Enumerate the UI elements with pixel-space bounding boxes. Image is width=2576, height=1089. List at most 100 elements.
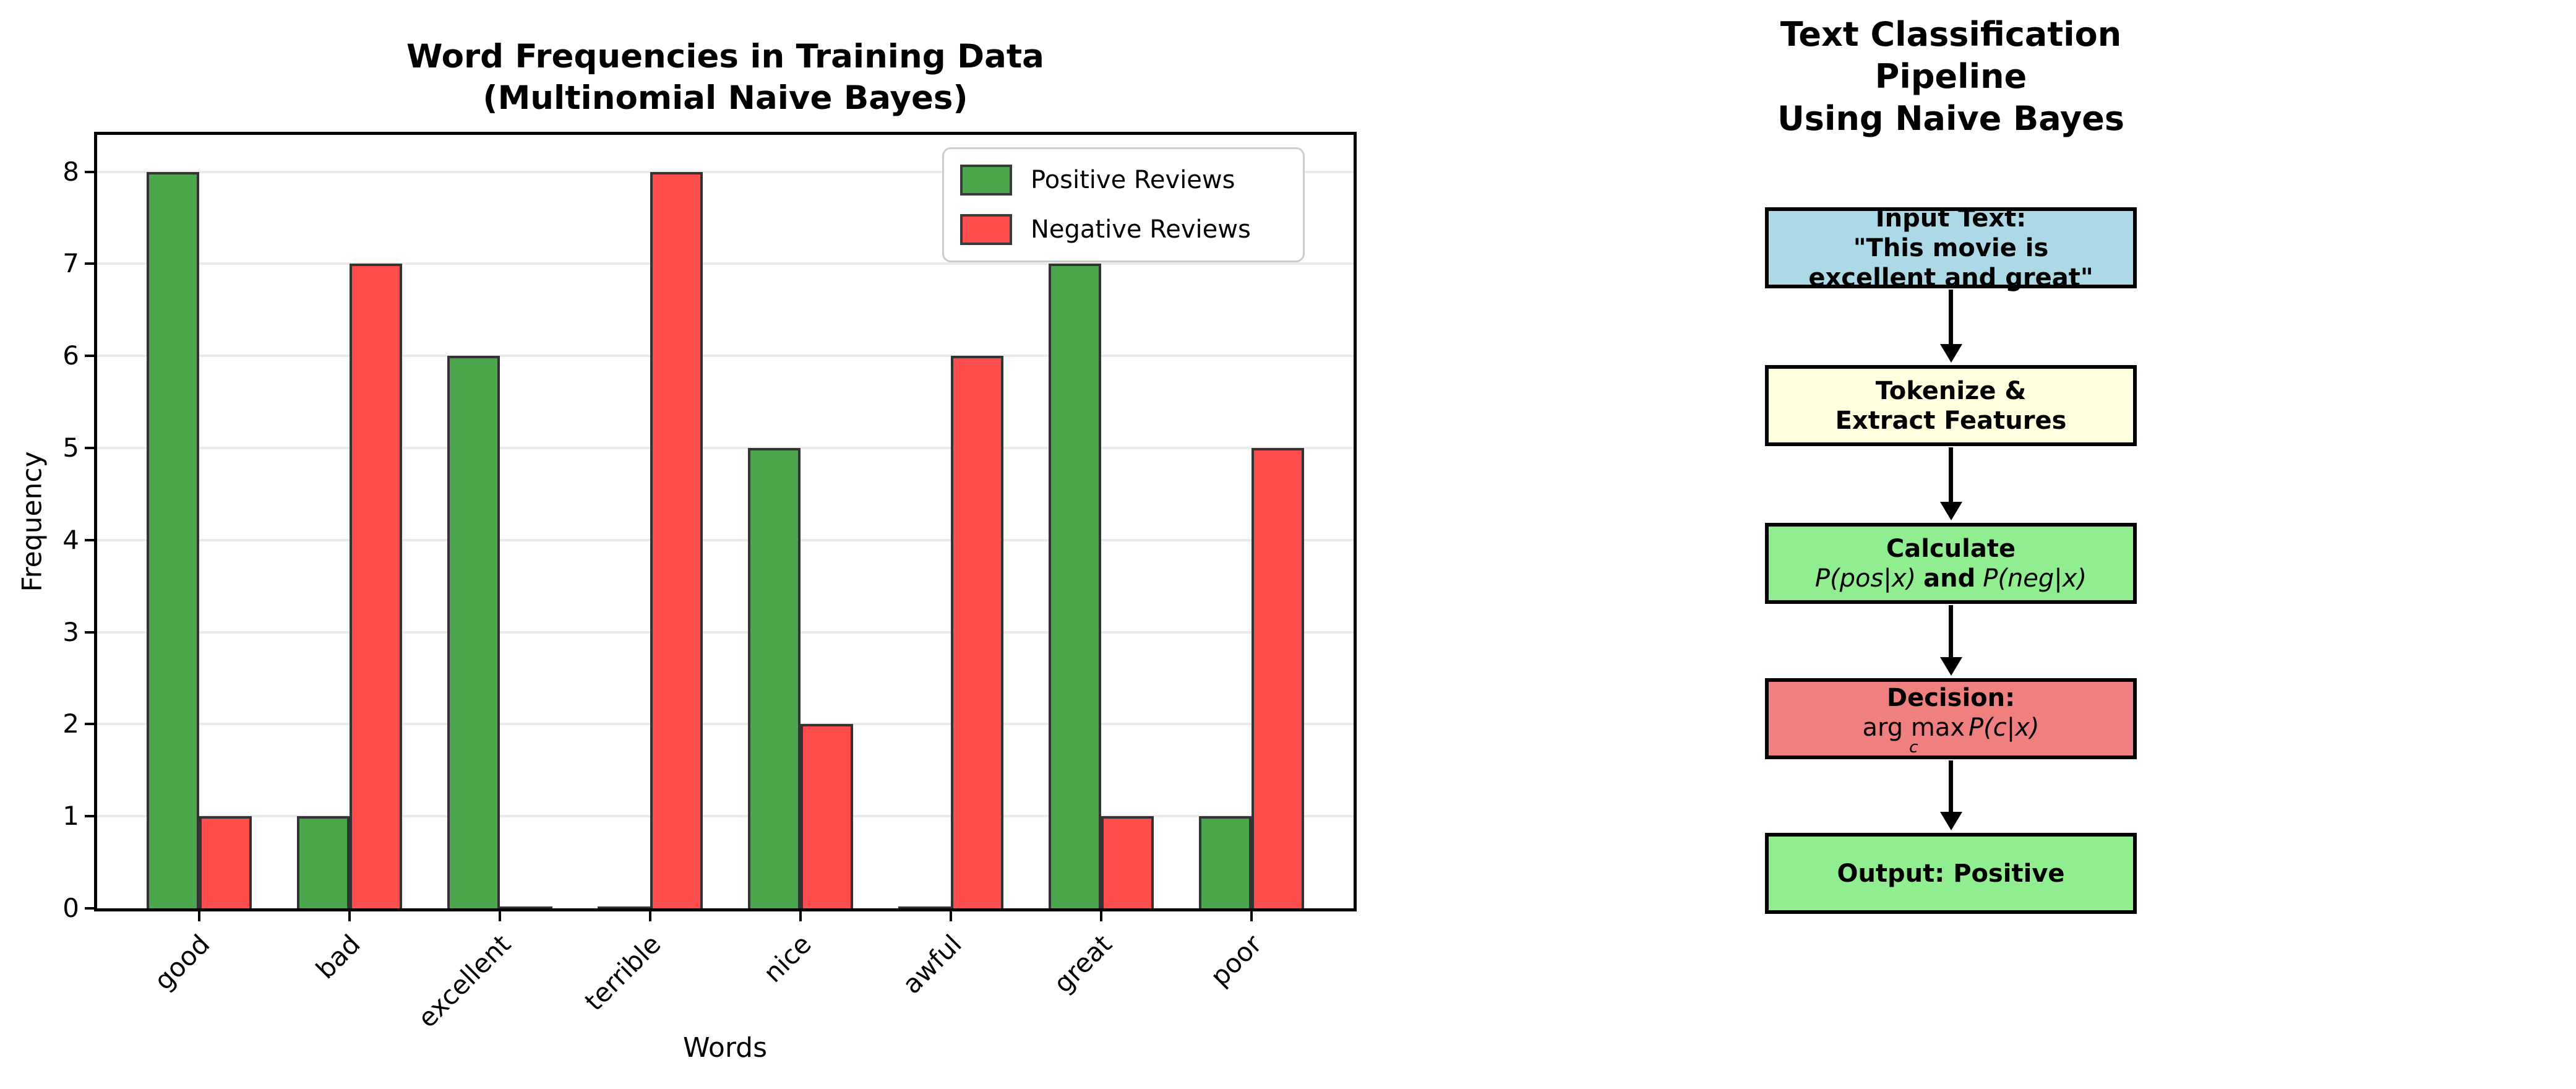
x-tick-mark-awful xyxy=(949,911,952,921)
arrow-2-shaft xyxy=(1949,447,1953,502)
bar-positive-great xyxy=(1048,264,1101,908)
legend-label-positive: Positive Reviews xyxy=(1031,166,1235,194)
bar-positive-bad xyxy=(297,816,350,908)
y-tick-mark-1 xyxy=(85,815,94,818)
bar-negative-awful xyxy=(950,356,1003,908)
input-box-line3: excellent and great" xyxy=(1808,263,2093,292)
chart-title-line1: Word Frequencies in Training Data xyxy=(406,38,1044,75)
bar-negative-great xyxy=(1101,816,1154,908)
bar-negative-good xyxy=(199,816,252,908)
argmax-subscript: c xyxy=(1909,738,1918,757)
arrow-4-head-icon xyxy=(1940,812,1962,830)
flowchart-title: Text Classification Pipeline Using Naive… xyxy=(1765,14,2137,140)
y-tick-label-7: 7 xyxy=(62,248,79,279)
chart-title-line2: (Multinomial Naive Bayes) xyxy=(483,79,968,117)
legend-label-negative: Negative Reviews xyxy=(1031,215,1251,244)
bar-positive-nice xyxy=(747,447,801,908)
x-tick-mark-poor xyxy=(1250,911,1253,921)
flow-box-decision: Decision: arg max c P(c|x) xyxy=(1765,678,2137,759)
y-tick-label-0: 0 xyxy=(62,893,79,923)
legend-row-negative: Negative Reviews xyxy=(960,214,1287,245)
grid-line-y6 xyxy=(97,355,1354,358)
posterior-positive-formula: P(pos|x) xyxy=(1814,564,1917,593)
y-tick-mark-6 xyxy=(85,355,94,358)
arrow-1-shaft xyxy=(1949,290,1953,344)
x-tick-label-awful: awful xyxy=(896,929,968,1000)
x-tick-label-excellent: excellent xyxy=(411,929,517,1034)
x-tick-mark-excellent xyxy=(499,911,502,921)
calculate-box-title: Calculate xyxy=(1886,534,2016,563)
x-tick-mark-terrible xyxy=(649,911,652,921)
chart-title: Word Frequencies in Training Data (Multi… xyxy=(94,36,1357,119)
legend-row-positive: Positive Reviews xyxy=(960,165,1287,196)
x-tick-label-bad: bad xyxy=(310,929,366,985)
positive-swatch-icon xyxy=(960,165,1012,196)
grid-line-y7 xyxy=(97,262,1354,265)
y-tick-mark-7 xyxy=(85,262,94,265)
grid-line-y3 xyxy=(97,631,1354,634)
input-box-line2: "This movie is xyxy=(1853,233,2049,262)
posterior-negative-formula: P(neg|x) xyxy=(1983,564,2087,593)
bar-positive-good xyxy=(147,171,200,908)
y-tick-label-5: 5 xyxy=(62,432,79,463)
arrow-2-head-icon xyxy=(1940,502,1962,520)
x-tick-mark-nice xyxy=(799,911,802,921)
arrow-3-head-icon xyxy=(1940,657,1962,676)
grid-line-y1 xyxy=(97,815,1354,818)
flow-box-input-text: Input Text: "This movie is excellent and… xyxy=(1765,204,2137,292)
grid-line-y4 xyxy=(97,538,1354,541)
y-tick-mark-4 xyxy=(85,538,94,541)
calculate-box-formula: P(pos|x) and P(neg|x) xyxy=(1815,564,2087,593)
flowchart-title-line2: Using Naive Bayes xyxy=(1777,99,2125,138)
x-tick-label-poor: poor xyxy=(1204,929,1268,992)
tokenize-box-line2: Extract Features xyxy=(1835,406,2067,435)
bar-positive-excellent xyxy=(447,356,500,908)
y-tick-label-1: 1 xyxy=(62,801,79,832)
arrow-1-head-icon xyxy=(1940,344,1962,363)
grid-line-y5 xyxy=(97,446,1354,449)
input-box-line1: Input Text: xyxy=(1875,204,2027,233)
bar-positive-terrible xyxy=(597,906,650,908)
tokenize-box-line1: Tokenize & xyxy=(1875,376,2027,405)
bar-negative-terrible xyxy=(650,171,703,908)
bar-negative-poor xyxy=(1251,447,1304,908)
x-tick-label-terrible: terrible xyxy=(578,929,667,1017)
bar-negative-excellent xyxy=(500,906,553,908)
flow-box-calculate: Calculate P(pos|x) and P(neg|x) xyxy=(1765,523,2137,604)
y-tick-label-8: 8 xyxy=(62,156,79,187)
bar-negative-bad xyxy=(350,264,403,908)
x-tick-mark-good xyxy=(198,911,201,921)
bar-positive-poor xyxy=(1198,816,1252,908)
negative-swatch-icon xyxy=(960,214,1012,245)
flow-box-output: Output: Positive xyxy=(1765,833,2137,914)
flow-box-tokenize: Tokenize & Extract Features xyxy=(1765,365,2137,446)
x-axis-label: Words xyxy=(682,1032,768,1064)
arrow-3-shaft xyxy=(1949,605,1953,657)
argmax-operator: arg max c xyxy=(1863,713,1965,755)
x-tick-label-nice: nice xyxy=(757,929,817,989)
bar-positive-awful xyxy=(898,906,951,908)
y-tick-mark-8 xyxy=(85,170,94,173)
y-tick-label-3: 3 xyxy=(62,616,79,647)
arrow-4-shaft xyxy=(1949,760,1953,812)
decision-box-title: Decision: xyxy=(1886,683,2016,712)
x-tick-label-good: good xyxy=(148,929,216,996)
legend: Positive Reviews Negative Reviews xyxy=(942,147,1305,262)
grid-line-y8 xyxy=(97,170,1354,173)
y-tick-mark-0 xyxy=(85,907,94,910)
flowchart-title-line1: Text Classification Pipeline xyxy=(1780,15,2122,96)
output-box-line1: Output: Positive xyxy=(1837,859,2065,888)
y-axis-label: Frequency xyxy=(16,451,48,592)
y-tick-label-4: 4 xyxy=(62,524,79,555)
posterior-class-formula: P(c|x) xyxy=(1968,713,2040,742)
grid-line-y2 xyxy=(97,723,1354,726)
y-tick-label-2: 2 xyxy=(62,708,79,739)
y-tick-mark-3 xyxy=(85,631,94,634)
x-tick-mark-great xyxy=(1099,911,1102,921)
bar-negative-nice xyxy=(800,724,853,908)
formula-conjunction: and xyxy=(1923,564,1976,593)
y-tick-mark-5 xyxy=(85,446,94,449)
y-tick-mark-2 xyxy=(85,723,94,726)
y-tick-label-6: 6 xyxy=(62,340,79,371)
